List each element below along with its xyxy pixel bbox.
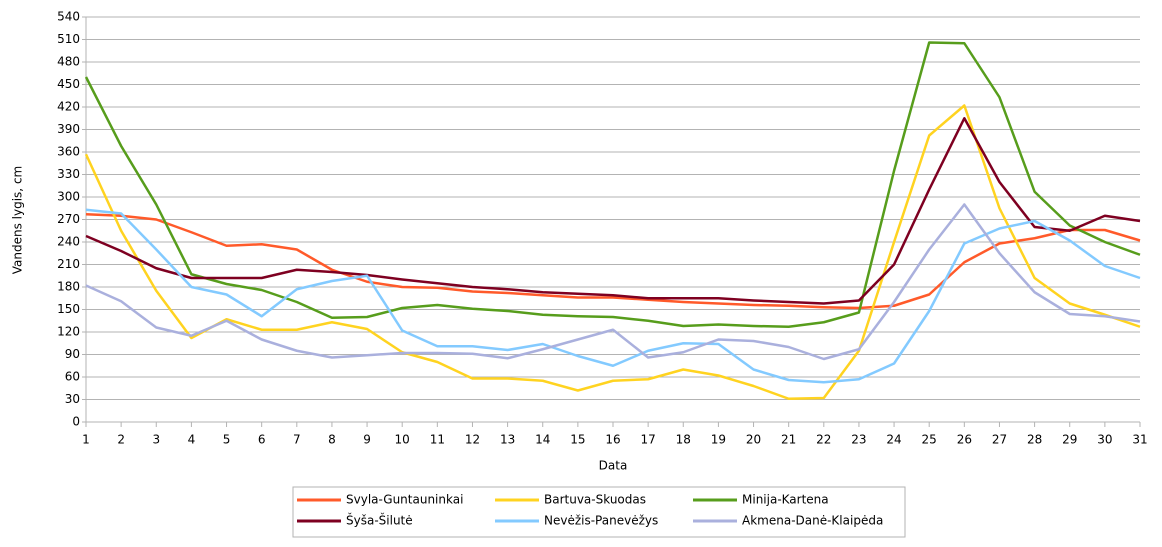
x-tick-label: 3 [152, 433, 160, 447]
x-tick-label: 27 [992, 433, 1007, 447]
x-tick-label: 1 [82, 433, 90, 447]
series-line [85, 213, 1141, 310]
series-line [84, 104, 1141, 400]
legend-label: Svyla-Guntauninkai [346, 493, 463, 507]
y-tick-label: 330 [57, 167, 80, 181]
x-tick-label: 21 [781, 433, 796, 447]
x-tick-label: 18 [676, 433, 691, 447]
series-line [85, 203, 1141, 361]
x-tick-label: 2 [117, 433, 125, 447]
x-tick-label: 30 [1097, 433, 1112, 447]
y-tick-label: 420 [57, 100, 80, 114]
y-tick-label: 390 [57, 122, 80, 136]
y-tick-label: 60 [65, 370, 80, 384]
x-tick-label: 22 [816, 433, 831, 447]
y-tick-label: 300 [57, 190, 80, 204]
x-tick-label: 9 [363, 433, 371, 447]
y-tick-label: 540 [57, 10, 80, 24]
y-tick-label: 210 [57, 257, 80, 271]
x-tick-label: 16 [605, 433, 620, 447]
x-tick-label: 13 [500, 433, 515, 447]
x-tick-label: 14 [535, 433, 550, 447]
x-tick-label: 5 [223, 433, 231, 447]
y-tick-label: 30 [65, 392, 80, 406]
x-tick-label: 31 [1132, 433, 1147, 447]
legend-label: Bartuva-Skuodas [544, 493, 646, 507]
legend-label: Akmena-Danė-Klaipėda [742, 514, 883, 528]
x-tick-label: 19 [711, 433, 726, 447]
x-tick-label: 6 [258, 433, 266, 447]
series-line [85, 208, 1141, 384]
x-tick-label: 7 [293, 433, 301, 447]
x-tick-label: 29 [1062, 433, 1077, 447]
y-tick-label: 150 [57, 302, 80, 316]
series-line [84, 41, 1141, 328]
x-tick-label: 26 [957, 433, 972, 447]
x-axis-label: Data [599, 459, 628, 473]
y-tick-label: 240 [57, 235, 80, 249]
x-tick-label: 20 [746, 433, 761, 447]
y-tick-label: 0 [72, 415, 80, 429]
x-tick-label: 8 [328, 433, 336, 447]
x-tick-label: 10 [395, 433, 410, 447]
y-tick-label: 360 [57, 145, 80, 159]
x-tick-label: 25 [922, 433, 937, 447]
x-tick-label: 23 [851, 433, 866, 447]
legend-label: Nevėžis-Panevėžys [544, 514, 658, 528]
x-tick-label: 12 [465, 433, 480, 447]
series-line [85, 117, 1141, 305]
legend-label: Šyša-Šilutė [346, 513, 413, 528]
legend-label: Minija-Kartena [742, 493, 829, 507]
y-tick-label: 510 [57, 32, 80, 46]
x-tick-label: 15 [570, 433, 585, 447]
x-tick-label: 24 [886, 433, 901, 447]
y-tick-label: 180 [57, 280, 80, 294]
y-tick-label: 450 [57, 77, 80, 91]
y-tick-label: 90 [65, 347, 80, 361]
x-tick-label: 4 [188, 433, 196, 447]
y-tick-label: 480 [57, 55, 80, 69]
y-tick-label: 120 [57, 325, 80, 339]
y-axis-label: Vandens lygis, cm [11, 166, 25, 274]
y-tick-label: 270 [57, 212, 80, 226]
x-tick-label: 28 [1027, 433, 1042, 447]
x-tick-label: 11 [430, 433, 445, 447]
legend-box [292, 486, 906, 538]
x-tick-label: 17 [640, 433, 655, 447]
